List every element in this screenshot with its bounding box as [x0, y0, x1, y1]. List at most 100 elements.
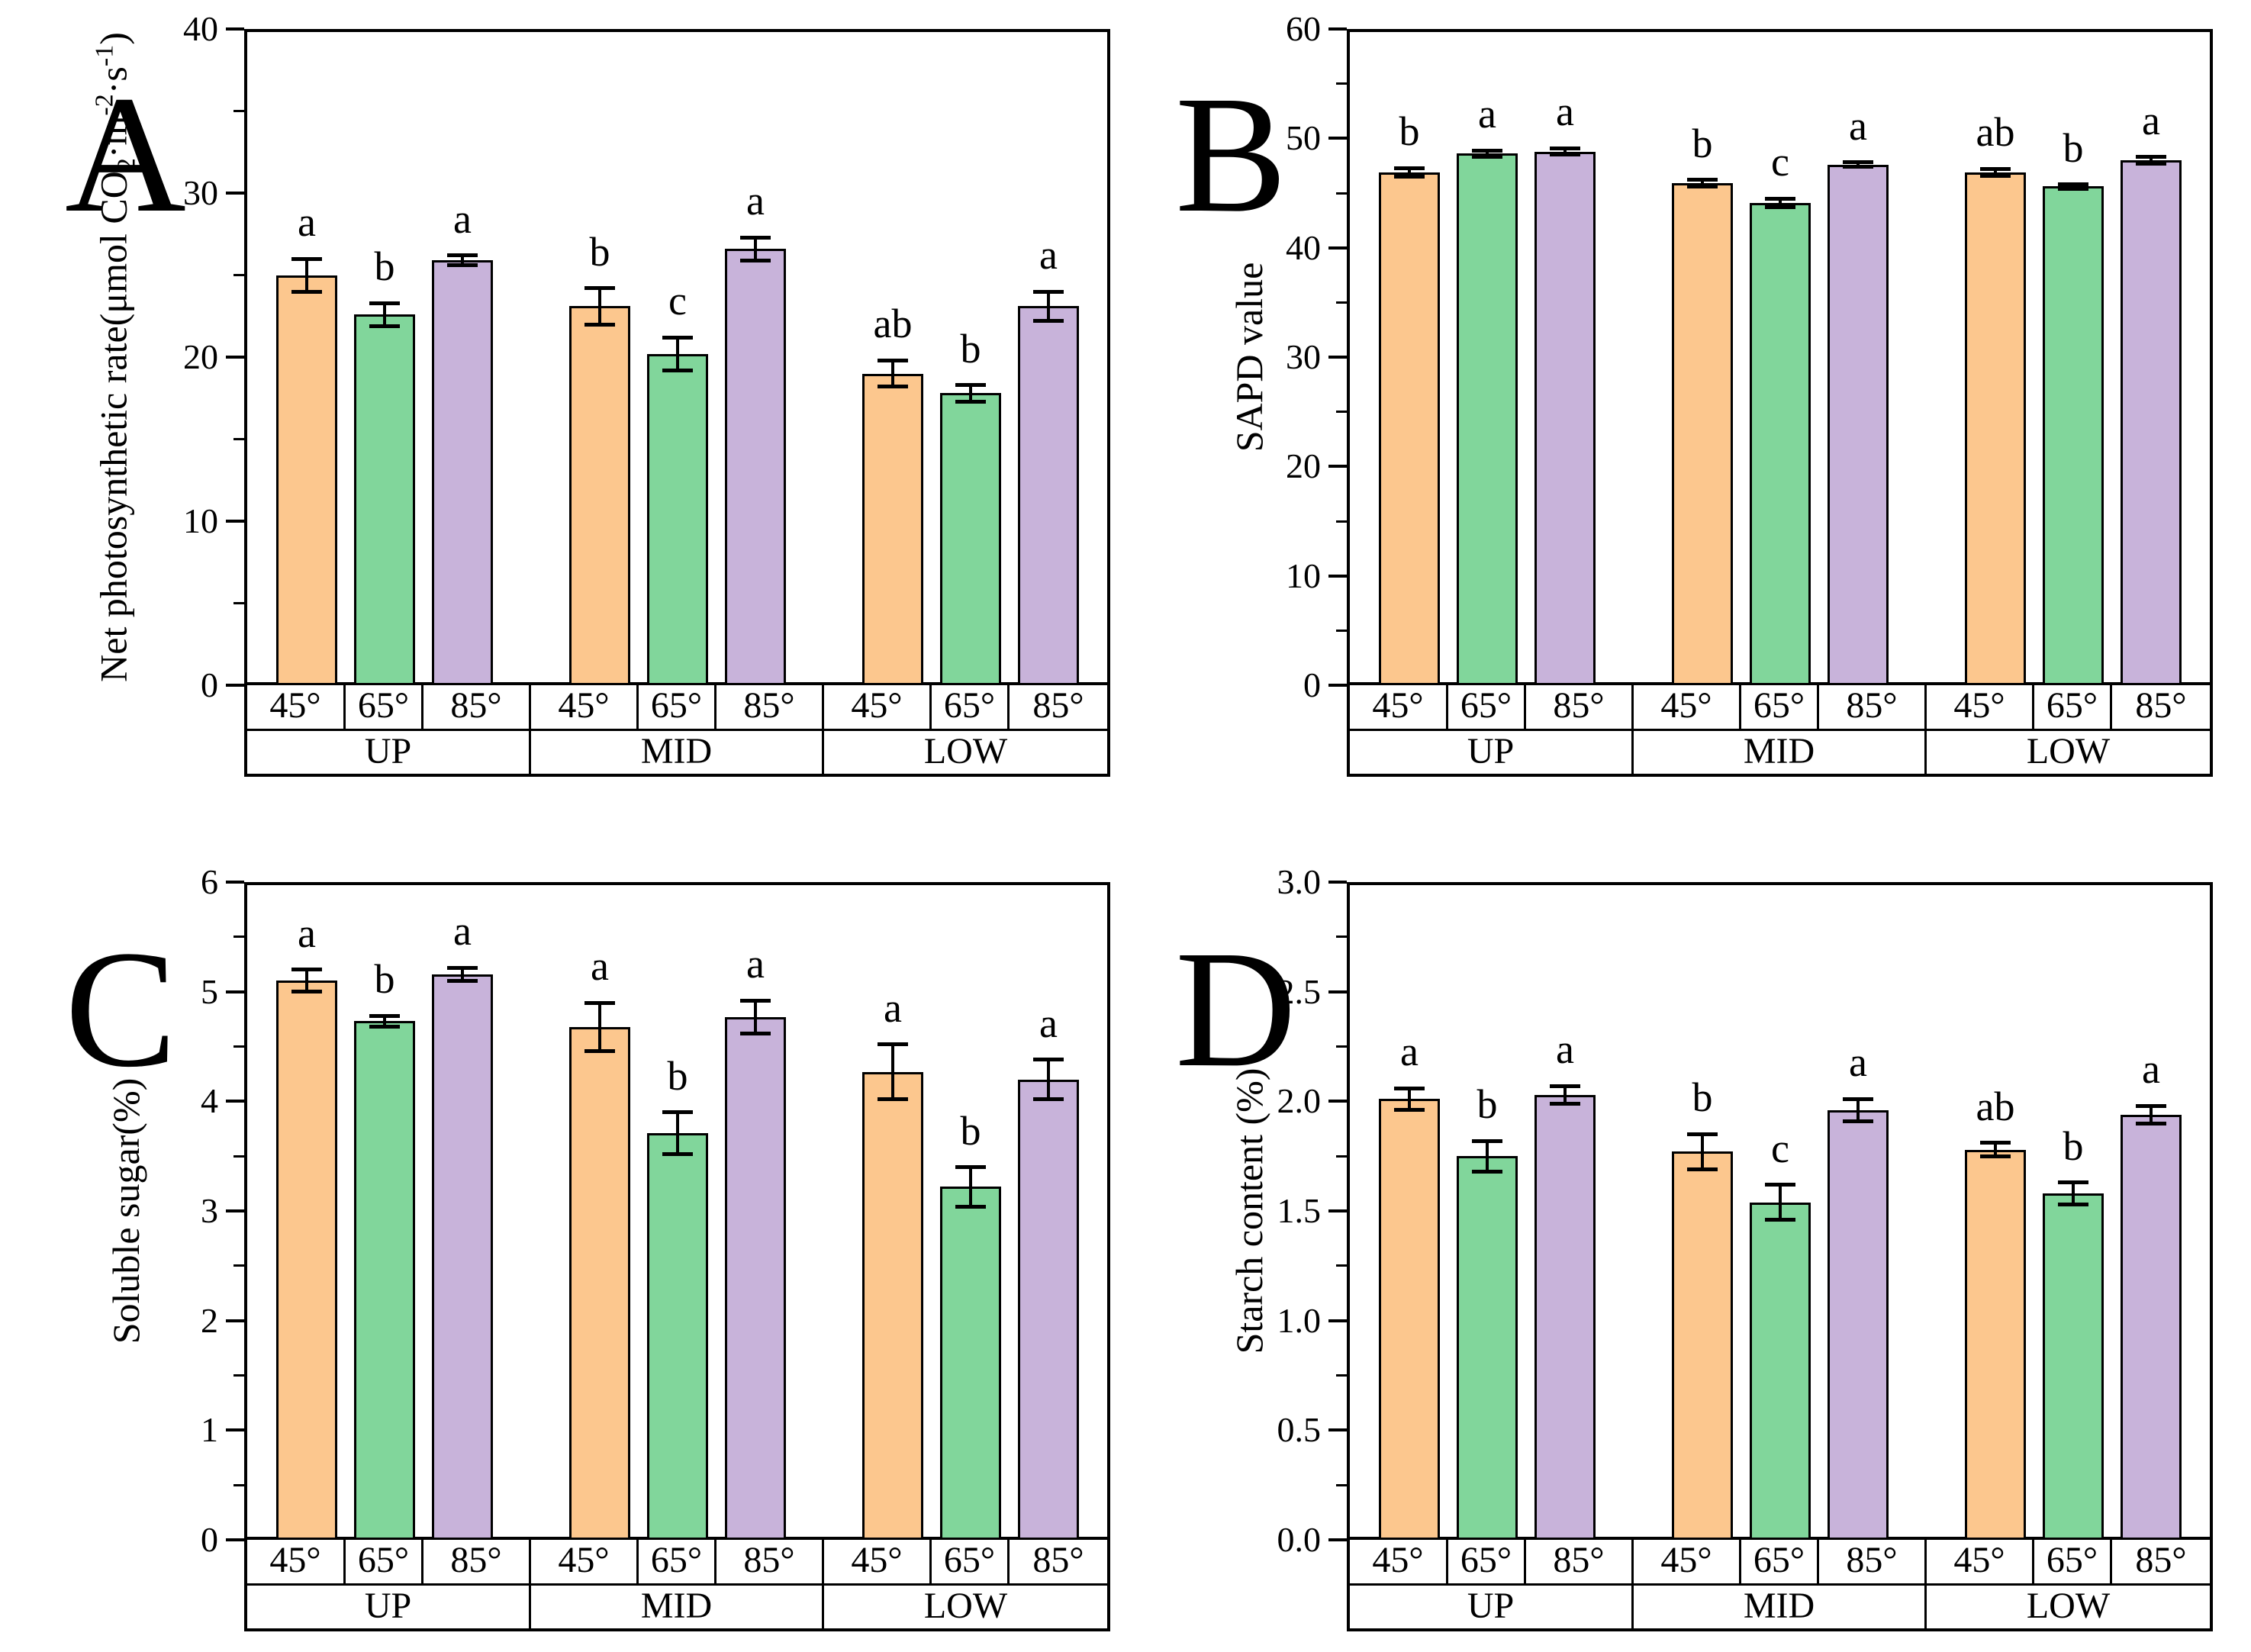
error-cap-bottom	[662, 368, 693, 372]
error-bar-D-UP-85°	[1563, 1086, 1567, 1104]
error-bar-C-MID-45°	[598, 1003, 601, 1051]
y-tick-D	[1328, 990, 1347, 993]
y-minor-tick-D	[1336, 1374, 1347, 1377]
x-tick-cell-D-MID-45°: 45°	[1634, 1540, 1741, 1586]
y-tick-label-B: 10	[1286, 555, 1321, 595]
y-minor-tick-B	[1336, 301, 1347, 304]
x-tick-cell-C-UP-45°: 45°	[244, 1540, 346, 1586]
y-tick-label-D: 0.0	[1277, 1520, 1322, 1559]
y-tick-label-C: 0	[201, 1520, 218, 1559]
error-bar-B-MID-45°	[1701, 179, 1704, 187]
x-tick-cell-D-LOW-85°: 85°	[2112, 1540, 2213, 1586]
sig-letter-A-MID-65°: c	[668, 278, 687, 324]
sig-letter-C-LOW-85°: a	[1039, 1000, 1058, 1046]
error-cap-bottom	[1843, 1119, 1873, 1123]
x-tick-cell-D-MID-85°: 85°	[1819, 1540, 1927, 1586]
error-bar-B-MID-65°	[1779, 198, 1782, 208]
y-minor-tick-C	[233, 1045, 244, 1048]
group-cell-C-UP: UP	[244, 1586, 531, 1631]
group-cell-D-MID: MID	[1634, 1586, 1927, 1631]
error-bar-A-MID-45°	[598, 288, 601, 324]
error-cap-top	[291, 256, 322, 261]
y-tick-label-B: 30	[1286, 337, 1321, 376]
y-tick-label-D: 0.5	[1277, 1410, 1322, 1450]
error-cap-top	[1687, 1132, 1718, 1136]
y-tick-label-A: 0	[201, 665, 218, 704]
sig-letter-B-UP-65°: a	[1478, 91, 1496, 137]
y-tick-label-A: 40	[183, 9, 218, 48]
error-bar-A-LOW-65°	[969, 385, 972, 402]
group-cell-A-LOW: LOW	[824, 731, 1110, 777]
error-cap-bottom	[2058, 186, 2088, 191]
y-tick-C	[226, 1319, 244, 1322]
error-cap-top	[1394, 166, 1425, 170]
sig-letter-D-LOW-65°: b	[2063, 1122, 2084, 1169]
y-tick-B	[1328, 356, 1347, 359]
x-tick-cell-B-UP-85°: 85°	[1526, 685, 1634, 731]
error-bar-B-UP-65°	[1486, 150, 1489, 157]
x-tick-cell-A-LOW-45°: 45°	[824, 685, 932, 731]
y-tick-D	[1328, 1428, 1347, 1432]
error-cap-bottom	[369, 1025, 400, 1029]
error-cap-top	[2136, 155, 2166, 159]
x-tick-cell-B-MID-45°: 45°	[1634, 685, 1741, 731]
y-tick-label-A: 10	[183, 501, 218, 540]
bar-C-MID-45°	[569, 1026, 630, 1540]
sig-letter-A-UP-65°: b	[374, 243, 395, 290]
error-cap-bottom	[1550, 153, 1580, 157]
error-cap-top	[1687, 178, 1718, 182]
bar-B-UP-65°	[1457, 153, 1518, 685]
bar-B-LOW-85°	[2121, 160, 2182, 685]
group-cell-D-LOW: LOW	[1927, 1586, 2213, 1631]
error-cap-bottom	[1550, 1101, 1580, 1106]
sig-letter-D-UP-85°: a	[1556, 1026, 1574, 1073]
error-cap-top	[878, 358, 908, 362]
error-cap-bottom	[1394, 1108, 1425, 1113]
error-cap-top	[740, 998, 771, 1003]
error-cap-top	[878, 1042, 908, 1047]
y-tick-label-C: 2	[201, 1300, 218, 1340]
x-tick-cell-C-LOW-65°: 65°	[932, 1540, 1010, 1586]
y-tick-C	[226, 990, 244, 993]
sig-letter-C-LOW-65°: b	[960, 1107, 981, 1154]
sig-letter-D-UP-65°: b	[1477, 1081, 1498, 1128]
error-cap-bottom	[1843, 165, 1873, 169]
error-cap-bottom	[369, 324, 400, 328]
error-cap-bottom	[1033, 319, 1064, 324]
y-tick-label-D: 3.0	[1277, 862, 1322, 901]
sig-letter-C-MID-85°: a	[746, 941, 765, 987]
y-minor-tick-D	[1336, 1154, 1347, 1158]
error-cap-bottom	[447, 978, 478, 983]
error-cap-top	[740, 235, 771, 240]
error-bar-C-LOW-65°	[969, 1167, 972, 1207]
error-bar-C-LOW-85°	[1047, 1059, 1050, 1100]
error-cap-top	[662, 335, 693, 340]
error-cap-top	[584, 286, 615, 291]
y-tick-C	[226, 1100, 244, 1103]
y-minor-tick-B	[1336, 82, 1347, 85]
bar-A-MID-65°	[647, 353, 708, 685]
sig-letter-C-LOW-45°: a	[884, 984, 902, 1031]
x-tick-cell-C-LOW-85°: 85°	[1010, 1540, 1110, 1586]
sig-letter-A-LOW-65°: b	[960, 325, 981, 372]
bar-B-MID-65°	[1750, 202, 1811, 685]
bar-A-UP-85°	[432, 260, 493, 685]
y-tick-label-B: 20	[1286, 446, 1321, 486]
group-cell-C-LOW: LOW	[824, 1586, 1110, 1631]
x-tick-cell-D-LOW-65°: 65°	[2034, 1540, 2112, 1586]
y-tick-label-A: 30	[183, 173, 218, 212]
panel-letter-A: A	[65, 61, 186, 247]
error-cap-bottom	[291, 990, 322, 994]
bar-A-LOW-65°	[940, 393, 1001, 685]
bar-D-LOW-85°	[2121, 1114, 2182, 1540]
group-cell-B-LOW: LOW	[1927, 731, 2213, 777]
y-tick-label-C: 1	[201, 1410, 218, 1450]
error-bar-C-UP-45°	[305, 969, 308, 992]
y-tick-C	[226, 1428, 244, 1432]
y-tick-B	[1328, 465, 1347, 469]
error-cap-bottom	[1765, 1217, 1795, 1222]
y-tick-D	[1328, 1319, 1347, 1322]
x-tick-cell-A-LOW-85°: 85°	[1010, 685, 1110, 731]
y-tick-label-D: 2.0	[1277, 1081, 1322, 1121]
sig-letter-A-LOW-85°: a	[1039, 232, 1058, 278]
